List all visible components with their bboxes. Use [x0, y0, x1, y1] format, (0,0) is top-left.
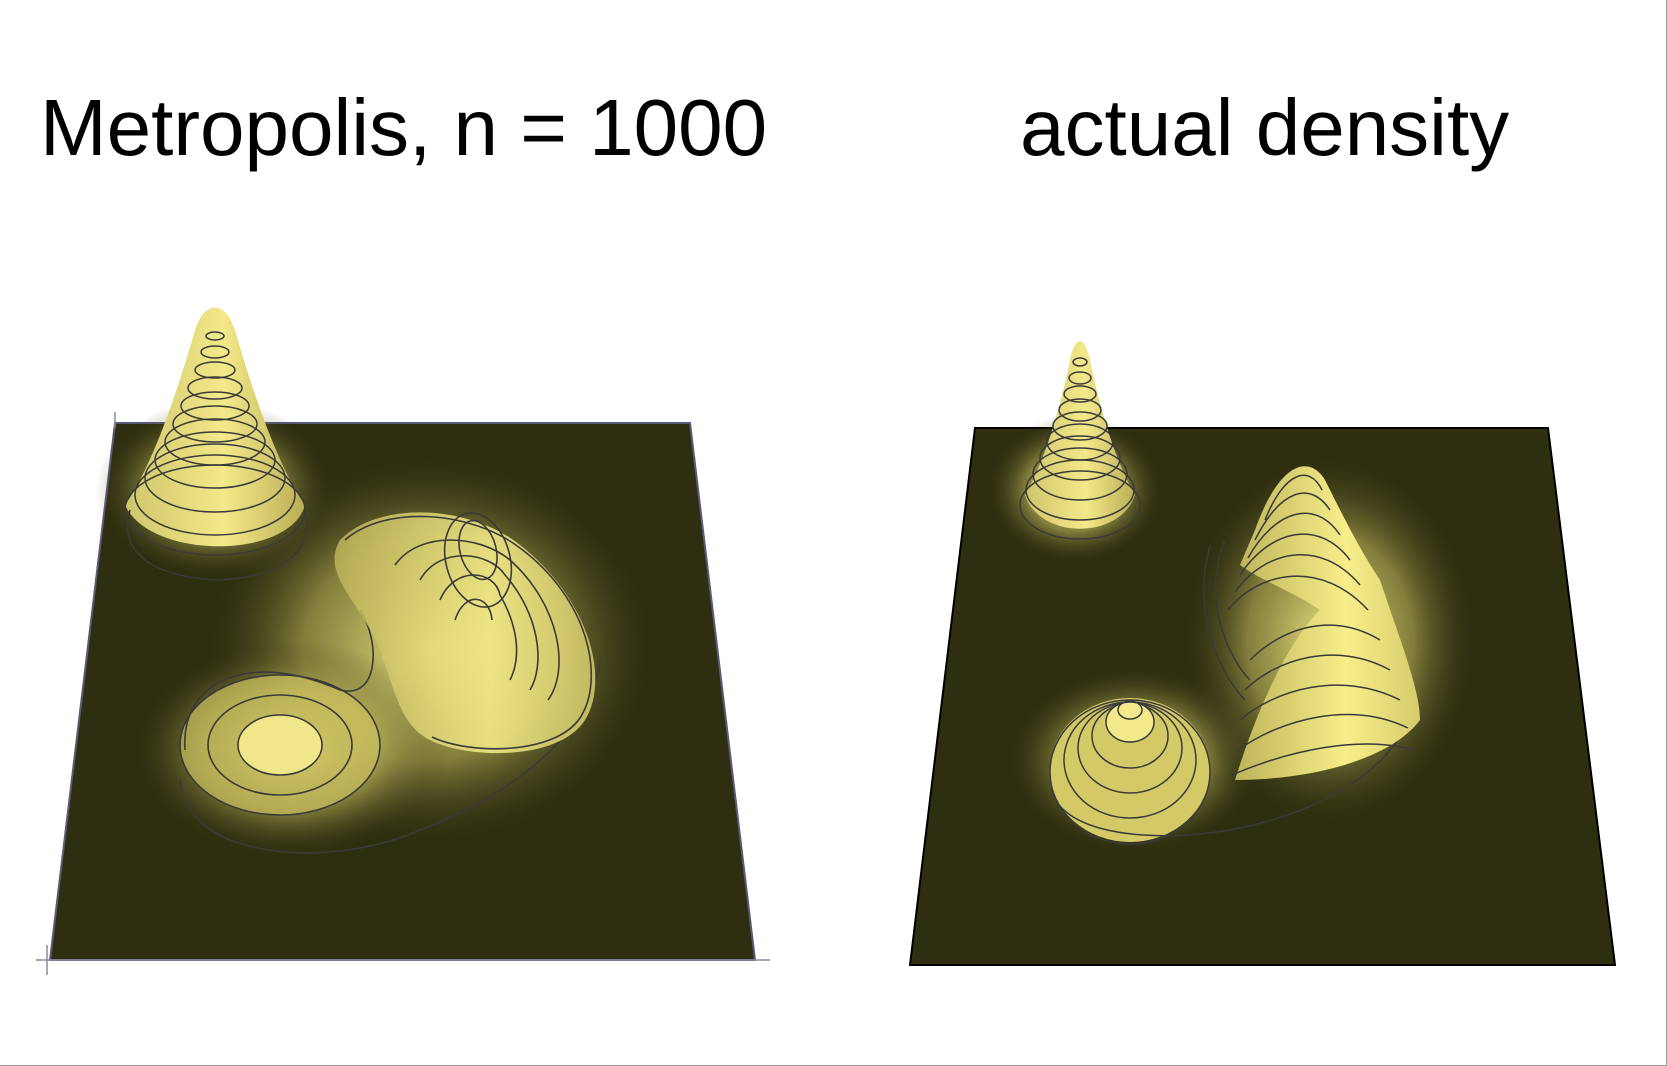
panel-title-actual-density: actual density: [1020, 83, 1510, 172]
metropolis-surface: [36, 307, 770, 975]
metropolis-lower-mode: [179, 609, 601, 854]
metropolis-center-mode: [334, 512, 596, 754]
metropolis-tall-peak: [124, 307, 308, 581]
panel-title-metropolis: Metropolis, n = 1000: [40, 83, 768, 172]
actual-lower-mode: [1049, 698, 1411, 845]
actual-ridge-mode: [1203, 466, 1420, 780]
actual-density-surface: [908, 341, 1617, 966]
actual-tall-peak: [1019, 341, 1141, 540]
